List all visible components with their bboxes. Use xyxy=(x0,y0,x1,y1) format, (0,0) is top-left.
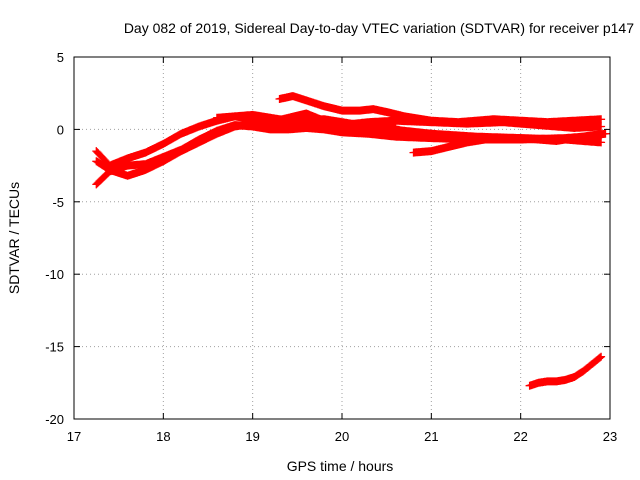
y-axis-title: SDTVAR / TECUs xyxy=(6,182,22,294)
x-tick-label: 19 xyxy=(245,429,259,444)
chart-title: Day 082 of 2019, Sidereal Day-to-day VTE… xyxy=(124,20,634,36)
y-tick-label: -5 xyxy=(52,195,64,210)
data-series xyxy=(92,92,610,390)
data-point-markers xyxy=(409,129,610,157)
x-tick-label: 18 xyxy=(156,429,170,444)
y-tick-label: 0 xyxy=(57,122,64,137)
x-tick-label: 17 xyxy=(67,429,81,444)
data-point-markers xyxy=(302,116,606,132)
y-tick-label: -15 xyxy=(45,340,64,355)
data-point-markers xyxy=(525,352,606,390)
x-axis-title: GPS time / hours xyxy=(287,458,394,474)
y-tick-label: -10 xyxy=(45,267,64,282)
x-tick-label: 20 xyxy=(335,429,349,444)
x-tick-label: 23 xyxy=(603,429,617,444)
data-series-track-3 xyxy=(92,121,606,189)
data-point-markers xyxy=(92,121,606,189)
axis-ticks: 17 18 19 20 21 22 23 5 0 -5 -10 -15 -20 xyxy=(45,50,617,444)
data-series-track-7 xyxy=(409,129,610,157)
data-series-track-8 xyxy=(525,352,606,390)
x-tick-label: 22 xyxy=(513,429,527,444)
y-tick-label: 5 xyxy=(57,50,64,65)
y-tick-label: -20 xyxy=(45,412,64,427)
data-series-track-6 xyxy=(302,116,606,132)
x-tick-label: 21 xyxy=(424,429,438,444)
